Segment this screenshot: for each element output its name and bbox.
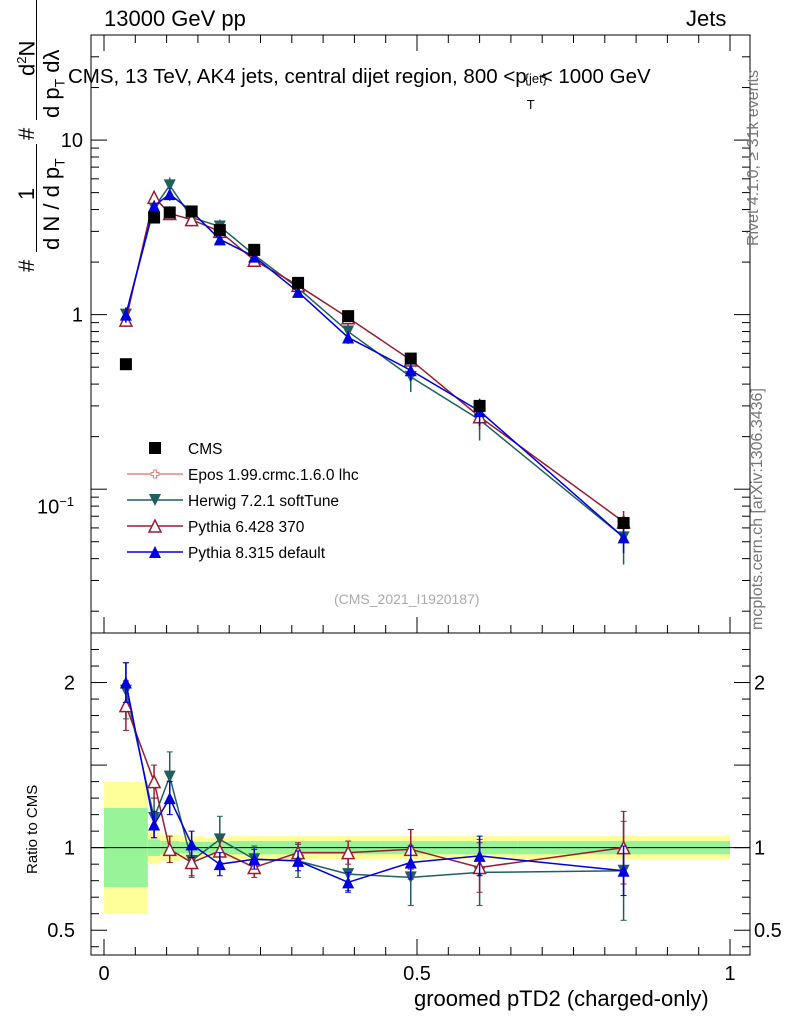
data-point [292,276,305,289]
chart-title-tail: < 1000 GeV [540,65,651,88]
ratio-point [185,838,198,851]
data-point [148,199,161,212]
axis-ticks: 10 1 2 2 1 1 0.5 0.5 0 0.5 1 [47,34,782,985]
ratio-point [163,770,176,783]
y-axis-label-hash: # [14,259,39,272]
data-point [404,352,417,365]
ratio-point [163,792,176,805]
ratio-point [162,841,177,857]
data-point [292,285,305,298]
ratio-point [248,853,261,866]
legend-label: Epos 1.99.crmc.1.6.0 lhc [188,467,359,484]
legend-label: Herwig 7.2.1 softTune [188,493,339,510]
ratio-point [292,854,305,867]
series-3 [118,189,631,893]
data-point [213,233,226,246]
data-point [404,364,417,377]
legend-label: Pythia 8.315 default [188,545,326,562]
y-axis-label-den2: d pT dλ [39,49,68,118]
y-axis-label-denominator: d N / d pT [39,158,68,250]
data-point [184,211,199,227]
y-tick-label-sci: 10−1 [37,494,75,519]
main-plot-frame [90,34,751,634]
x-tick-label: 1 [724,963,735,985]
chart-title-sub: T [526,97,535,112]
series-line [125,184,625,538]
x-tick-label: 0 [98,963,109,985]
y-axis-label-hash2: # [14,127,39,140]
energy-label: 13000 GeV pp [104,6,246,31]
series-4 [119,188,630,897]
ratio-point [119,676,132,689]
process-label: Jets [686,6,727,31]
ratio-point [342,876,355,889]
rivet-label: Rivet 4.1.0, ≥ 31k events [745,70,762,246]
series-line [125,193,625,538]
ratio-y-axis-label: Ratio to CMS [24,784,41,874]
data-point [163,206,176,219]
y-tick-label: 10 [61,130,83,152]
legend-marker [150,469,160,479]
y-tick-label: 1 [72,305,83,327]
data-point [248,250,261,263]
data-point [248,243,261,256]
ratio-plot-frame [90,632,751,956]
ratio-point [617,864,630,877]
data-point [617,517,630,530]
data-point [163,179,176,192]
ratio-point [404,856,417,869]
ratio-point [146,773,162,789]
data-point [342,331,355,344]
ratio-point [473,849,486,862]
series-layer [118,177,631,921]
legend-marker [149,546,161,558]
ratio-y-tick-label-right: 1 [754,838,765,860]
mcplots-label: mcplots.cern.ch [arXiv:1306.3436] [749,388,766,630]
legend: CMS Epos 1.99.crmc.1.6.0 lhc Herwig 7.2.1 … [127,441,359,562]
data-point [473,399,486,412]
data-point [342,310,355,323]
series-0 [119,205,630,530]
chart-title-main: CMS, 13 TeV, AK4 jets, central dijet reg… [68,65,527,88]
x-axis-label: groomed pTD2 (charged-only) [414,986,709,1011]
ratio-y-tick-label-right: 2 [754,673,765,695]
chart-title: CMS, 13 TeV, AK4 jets, central dijet reg… [68,65,651,112]
ratio-y-tick-label: 2 [64,673,75,695]
legend-label: Pythia 6.428 370 [188,519,305,536]
ratio-point [148,818,161,831]
ratio-point [184,854,199,870]
ratio-point [213,858,226,871]
legend-marker [147,518,163,533]
ratio-y-tick-label-right: 0.5 [754,920,782,942]
ratio-point [340,844,356,860]
data-point [185,205,198,218]
data-point [148,211,161,224]
ratio-y-tick-label: 1 [64,838,75,860]
y-axis-label: # 1 d N / d pT # d2N d pT dλ [6,0,72,272]
ratio-point [118,697,134,713]
data-point [119,308,132,321]
legend-marker [149,442,161,454]
legend-marker [149,494,161,506]
data-point [617,531,630,544]
data-point [213,224,226,237]
legend-label: CMS [188,441,222,458]
ratio-y-tick-label: 0.5 [47,920,75,942]
x-tick-label: 0.5 [403,963,431,985]
data-point [163,188,176,201]
chart-title-sup: {jet} [524,71,548,86]
data-point [119,358,132,371]
analysis-id: (CMS_2021_I1920187) [334,591,480,607]
